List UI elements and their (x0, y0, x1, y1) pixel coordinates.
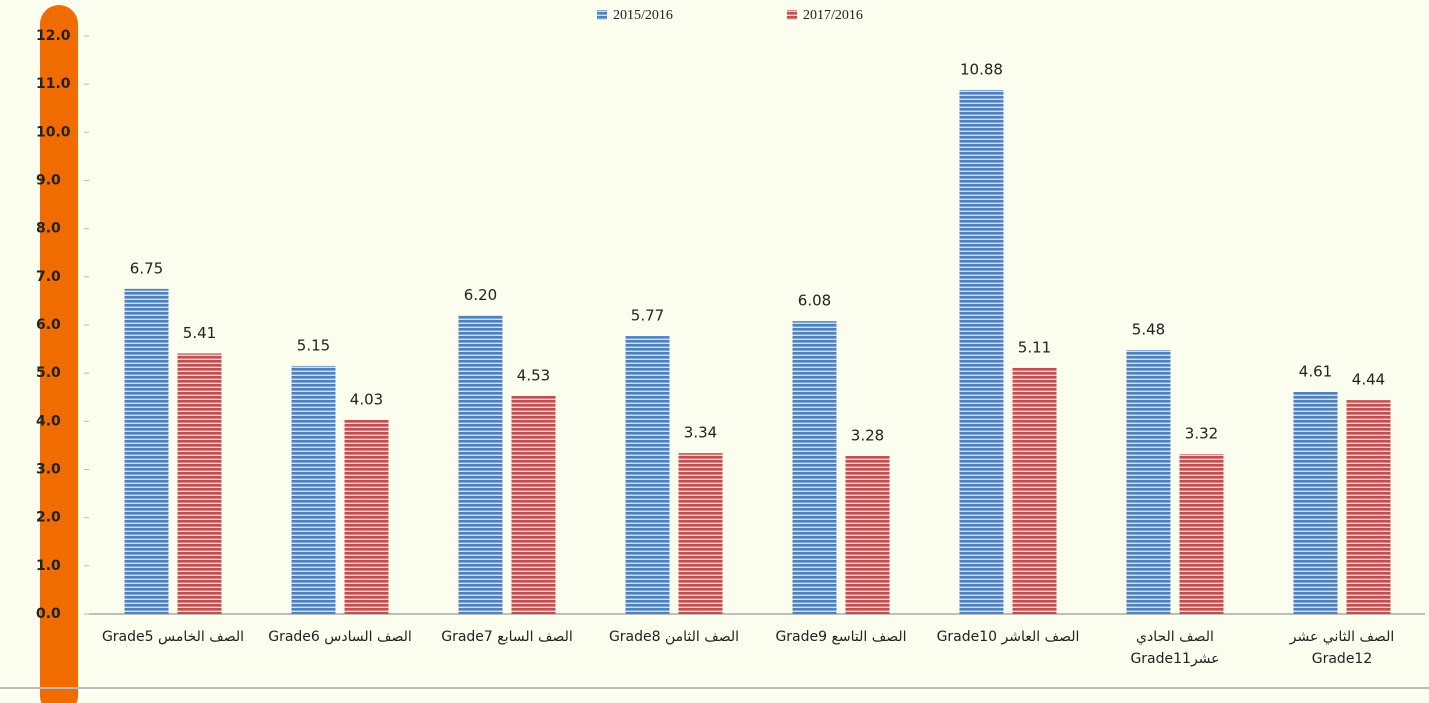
y-tick-label: 12.0 (36, 28, 71, 44)
bar (845, 456, 890, 614)
legend-swatch (787, 10, 797, 20)
value-label: 4.61 (1299, 362, 1332, 380)
value-label: 3.34 (684, 424, 717, 442)
bar (792, 321, 837, 614)
y-tick-label: 10.0 (36, 124, 71, 140)
y-tick-label: 1.0 (36, 558, 61, 574)
x-tick-label: الصف الثاني عشر Grade12 (1289, 629, 1395, 667)
bar (124, 288, 169, 614)
y-tick-label: 5.0 (36, 365, 61, 381)
bar (1179, 454, 1224, 614)
legend-label: 2015/2016 (613, 8, 673, 23)
x-tick-label: الصف الخامس Grade5 (101, 629, 245, 645)
value-label: 5.77 (631, 307, 664, 325)
value-label: 6.75 (130, 259, 163, 277)
bar (177, 353, 222, 614)
x-tick-label: الصف السابع Grade7 (441, 629, 573, 645)
x-tick-label: الصف العاشر Grade10 (936, 629, 1080, 645)
y-tick-label: 3.0 (36, 462, 61, 478)
bar (511, 395, 556, 614)
x-tick-label: الصف الثامن Grade8 (608, 629, 740, 645)
value-label: 4.53 (517, 366, 550, 384)
y-tick-label: 2.0 (36, 510, 61, 526)
y-tick-label: 8.0 (36, 221, 61, 237)
bar (458, 315, 503, 614)
y-tick-label: 11.0 (36, 76, 71, 92)
value-label: 10.88 (960, 60, 1003, 78)
y-tick-label: 4.0 (36, 413, 61, 429)
bar (1293, 391, 1338, 614)
value-label: 5.15 (297, 336, 330, 354)
y-tick-label: 0.0 (36, 606, 61, 622)
value-label: 6.08 (798, 292, 831, 310)
x-tick-label: الصف السادس Grade6 (268, 629, 412, 645)
x-tick-label: الصف الحادي عشرGrade11 (1130, 629, 1220, 667)
y-tick-label: 6.0 (36, 317, 61, 333)
bar (959, 89, 1004, 615)
bar (625, 336, 670, 614)
value-label: 6.20 (464, 286, 497, 304)
axis-band (40, 5, 78, 703)
value-label: 3.28 (851, 427, 884, 445)
value-label: 5.41 (183, 324, 216, 342)
legend-label: 2017/2016 (803, 8, 863, 23)
value-label: 5.48 (1132, 321, 1165, 339)
bar (678, 453, 723, 614)
bar (291, 365, 336, 614)
value-label: 5.11 (1018, 338, 1051, 356)
value-label: 3.32 (1185, 425, 1218, 443)
value-label: 4.03 (350, 390, 383, 408)
bar (1012, 367, 1057, 614)
value-label: 4.44 (1352, 371, 1385, 389)
y-tick-label: 9.0 (36, 173, 61, 189)
bar (1346, 400, 1391, 614)
bar (1126, 350, 1171, 614)
bar (344, 419, 389, 614)
x-tick-label: الصف التاسع Grade9 (775, 629, 907, 645)
legend-swatch (597, 10, 607, 20)
y-tick-label: 7.0 (36, 269, 61, 285)
